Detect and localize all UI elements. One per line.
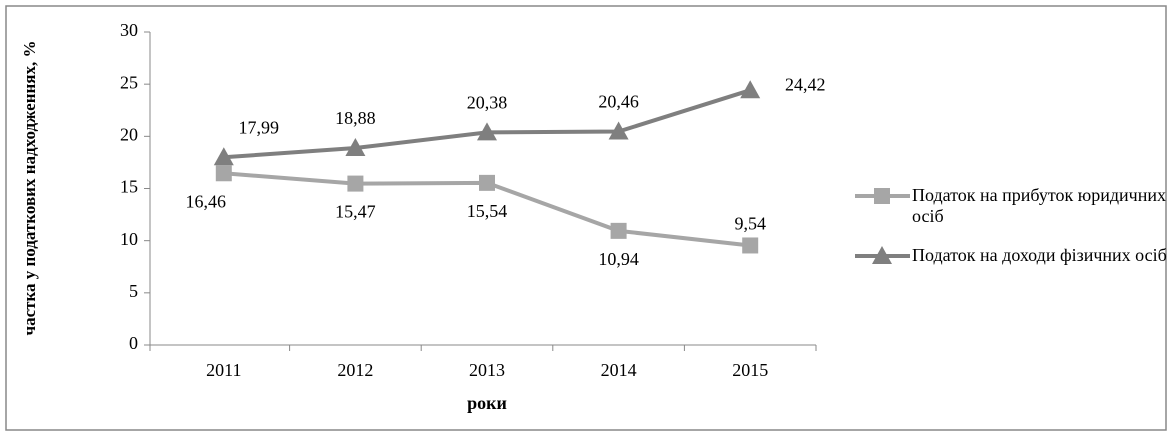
y-tick-label: 25	[120, 72, 138, 92]
y-tick-label: 15	[120, 177, 138, 197]
marker	[345, 138, 366, 157]
x-tick-label: 2015	[732, 360, 768, 380]
data-label: 20,46	[598, 92, 639, 112]
marker	[872, 246, 892, 264]
legend-entry: Податок на доходи фізичних осіб	[912, 245, 1167, 265]
marker	[347, 175, 364, 192]
marker	[608, 121, 629, 140]
y-axis-label: частка у податкових надходженнях, %	[20, 40, 39, 336]
marker	[740, 80, 761, 99]
frame	[5, 5, 1167, 431]
data-label: 16,46	[186, 191, 227, 211]
data-label: 24,42	[785, 74, 826, 94]
x-tick-label: 2011	[206, 360, 241, 380]
x-tick-label: 2014	[601, 360, 637, 380]
marker	[742, 237, 759, 254]
y-tick-label: 10	[120, 229, 138, 249]
y-tick-label: 5	[129, 281, 138, 301]
data-label: 17,99	[239, 117, 280, 137]
marker	[479, 174, 495, 191]
data-label: 9,54	[734, 214, 766, 234]
data-label: 10,94	[598, 249, 639, 269]
data-label: 15,54	[467, 201, 508, 221]
data-label: 20,38	[467, 92, 508, 112]
marker	[213, 147, 234, 166]
y-tick-label: 20	[120, 124, 138, 144]
marker	[610, 222, 627, 239]
x-tick-label: 2012	[337, 360, 373, 380]
x-tick-label: 2013	[469, 360, 505, 380]
marker	[215, 165, 232, 182]
data-label: 18,88	[335, 108, 376, 128]
data-label: 15,47	[335, 202, 376, 222]
y-tick-label: 0	[129, 333, 138, 353]
marker	[477, 122, 497, 141]
y-tick-label: 30	[120, 20, 138, 40]
x-axis-label: роки	[467, 393, 507, 413]
marker	[874, 188, 890, 204]
legend-entry: Податок на прибуток юридичних осіб	[912, 185, 1166, 226]
